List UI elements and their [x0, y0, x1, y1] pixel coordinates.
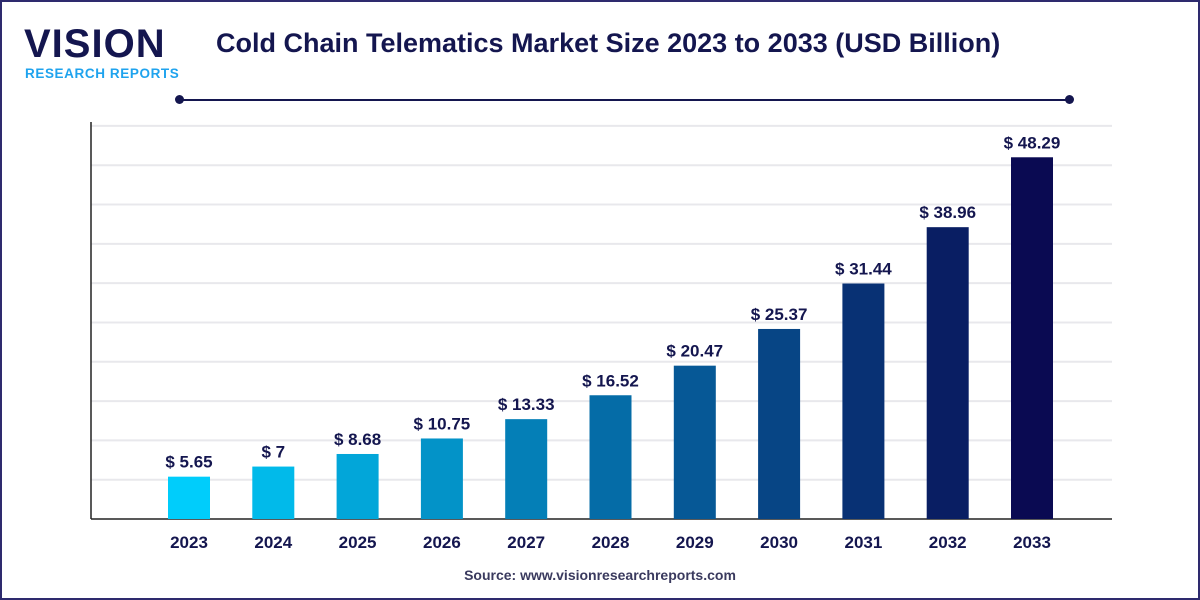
data-label: $ 38.96	[919, 203, 976, 222]
rule-dot-right	[1065, 95, 1074, 104]
x-tick-label: 2028	[592, 533, 630, 552]
x-tick-label: 2027	[507, 533, 545, 552]
rule-dot-left	[175, 95, 184, 104]
source-note: Source: www.visionresearchreports.com	[464, 567, 736, 583]
data-label: $ 48.29	[1004, 133, 1061, 152]
logo-subtitle: RESEARCH REPORTS	[25, 66, 180, 81]
x-tick-label: 2031	[844, 533, 882, 552]
x-tick-label: 2032	[929, 533, 967, 552]
data-label: $ 5.65	[165, 453, 212, 472]
x-tick-label: 2033	[1013, 533, 1051, 552]
x-tick-label: 2026	[423, 533, 461, 552]
data-label: $ 16.52	[582, 371, 639, 390]
bar-2033	[1011, 157, 1053, 519]
bar-2023	[168, 476, 210, 519]
data-label: $ 13.33	[498, 395, 555, 414]
x-tick-label: 2025	[339, 533, 377, 552]
bar-2032	[926, 227, 969, 519]
data-label: $ 20.47	[666, 342, 723, 361]
x-tick-label: 2029	[676, 533, 714, 552]
title-divider	[180, 99, 1070, 101]
bar-2031	[842, 283, 885, 519]
logo: VISION RESEARCH REPORTS	[24, 22, 184, 82]
data-label: $ 25.37	[751, 305, 808, 324]
bar-2025	[336, 453, 379, 519]
bar-2024	[252, 466, 295, 519]
bar-2028	[589, 395, 632, 519]
bar-2027	[505, 419, 548, 519]
data-label: $ 7	[261, 443, 285, 462]
data-label: $ 10.75	[414, 414, 471, 433]
bar-2029	[673, 365, 716, 519]
logo-wordmark: VISION	[24, 22, 166, 66]
x-tick-label: 2030	[760, 533, 798, 552]
x-tick-label: 2024	[254, 533, 292, 552]
x-tick-label: 2023	[170, 533, 208, 552]
chart-title: Cold Chain Telematics Market Size 2023 t…	[216, 28, 1001, 58]
bar-2030	[758, 328, 801, 519]
data-label: $ 31.44	[835, 259, 892, 278]
data-label: $ 8.68	[334, 430, 381, 449]
bar-2026	[420, 438, 463, 519]
